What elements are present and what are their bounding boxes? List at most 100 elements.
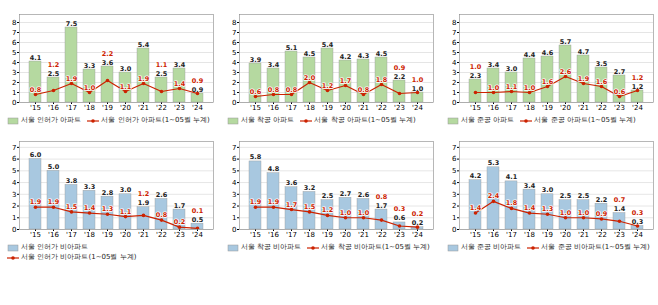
svg-text:4: 4 [232,59,237,67]
svg-text:1.2: 1.2 [322,206,334,214]
svg-text:3.6: 3.6 [286,179,298,187]
svg-text:1.6: 1.6 [542,78,554,86]
svg-text:3.6: 3.6 [102,59,114,67]
svg-text:'23: '23 [394,104,405,112]
svg-text:3.0: 3.0 [506,65,518,73]
svg-text:'16: '16 [48,231,59,239]
svg-text:1.8: 1.8 [376,76,388,84]
svg-text:4: 4 [452,59,457,67]
svg-text:5: 5 [12,167,16,175]
svg-text:4.6: 4.6 [542,49,554,57]
svg-text:'15: '15 [250,231,261,239]
svg-text:1.0: 1.0 [412,76,424,84]
svg-text:1.2: 1.2 [322,82,334,90]
svg-text:'23: '23 [174,104,185,112]
svg-text:'21: '21 [138,231,149,239]
svg-text:3: 3 [232,69,236,77]
svg-text:1.4: 1.4 [524,204,536,212]
svg-text:0.3: 0.3 [394,205,406,213]
svg-text:7.5: 7.5 [66,20,78,28]
svg-text:4.2: 4.2 [340,53,352,61]
svg-text:'16: '16 [268,231,279,239]
svg-text:1.7: 1.7 [174,202,186,210]
svg-text:8: 8 [452,19,456,27]
svg-text:'20: '20 [340,231,351,239]
svg-text:0.9: 0.9 [192,86,204,94]
svg-text:5.4: 5.4 [138,41,150,49]
svg-text:'23: '23 [614,104,625,112]
svg-text:1.0: 1.0 [340,209,352,217]
svg-text:'19: '19 [322,231,333,239]
svg-text:1.5: 1.5 [66,203,78,211]
svg-text:'21: '21 [358,231,369,239]
svg-text:2.5: 2.5 [156,70,168,78]
svg-text:'21: '21 [138,104,149,112]
svg-text:1.1: 1.1 [156,61,168,69]
svg-text:5: 5 [452,49,456,57]
svg-text:7: 7 [12,29,16,37]
svg-text:'22: '22 [156,104,167,112]
svg-text:6: 6 [232,155,237,163]
svg-text:'22: '22 [596,231,607,239]
svg-text:1: 1 [452,214,456,222]
svg-text:4.1: 4.1 [506,173,518,181]
svg-text:7: 7 [232,144,236,152]
svg-text:3.4: 3.4 [524,182,536,190]
svg-text:0.1: 0.1 [192,207,204,215]
svg-text:'15: '15 [250,104,261,112]
svg-text:3.3: 3.3 [84,183,96,191]
svg-text:3.9: 3.9 [250,56,262,64]
svg-text:'17: '17 [286,104,297,112]
svg-text:'24: '24 [412,104,423,112]
svg-text:'24: '24 [632,104,643,112]
svg-text:2.8: 2.8 [102,189,114,197]
svg-text:'24: '24 [192,231,203,239]
svg-text:1.1: 1.1 [120,208,132,216]
svg-text:2: 2 [232,79,236,87]
svg-text:0.9: 0.9 [596,210,608,218]
svg-text:3: 3 [12,69,16,77]
svg-text:'22: '22 [376,104,387,112]
svg-text:2.6: 2.6 [560,68,572,76]
svg-text:3: 3 [452,69,456,77]
svg-text:1.9: 1.9 [138,199,150,207]
svg-text:0.6: 0.6 [250,88,262,96]
svg-text:4.3: 4.3 [358,52,370,60]
svg-text:2.5: 2.5 [560,192,572,200]
svg-text:5: 5 [12,49,16,57]
svg-text:5.0: 5.0 [48,163,60,171]
svg-text:'15: '15 [470,104,481,112]
svg-text:1: 1 [12,89,16,97]
svg-text:2: 2 [232,202,236,210]
svg-text:1.9: 1.9 [268,198,280,206]
svg-text:2: 2 [12,202,16,210]
svg-text:8: 8 [12,19,16,27]
svg-text:2: 2 [452,79,456,87]
svg-text:4.4: 4.4 [524,51,536,59]
svg-text:4: 4 [12,59,17,67]
svg-text:0.2: 0.2 [412,219,424,227]
svg-text:2.7: 2.7 [614,68,626,76]
svg-text:1.4: 1.4 [470,204,482,212]
svg-text:5: 5 [232,49,236,57]
svg-text:2.3: 2.3 [470,72,482,80]
svg-text:'21: '21 [358,104,369,112]
svg-text:1.4: 1.4 [84,204,96,212]
svg-text:0: 0 [452,226,456,234]
svg-text:3.5: 3.5 [596,60,608,68]
svg-text:'22: '22 [376,231,387,239]
svg-text:0.8: 0.8 [268,86,280,94]
svg-text:2.2: 2.2 [394,73,406,81]
svg-text:1.2: 1.2 [48,61,60,69]
svg-text:4: 4 [232,179,237,187]
svg-text:0.7: 0.7 [614,196,626,204]
svg-text:1.0: 1.0 [358,209,370,217]
svg-text:6: 6 [232,39,237,47]
svg-text:0: 0 [232,226,236,234]
svg-text:0.2: 0.2 [412,210,424,218]
svg-text:'18: '18 [84,104,95,112]
svg-text:'19: '19 [322,104,333,112]
svg-text:1.9: 1.9 [30,198,42,206]
svg-text:2.5: 2.5 [48,70,60,78]
svg-text:'18: '18 [304,104,315,112]
